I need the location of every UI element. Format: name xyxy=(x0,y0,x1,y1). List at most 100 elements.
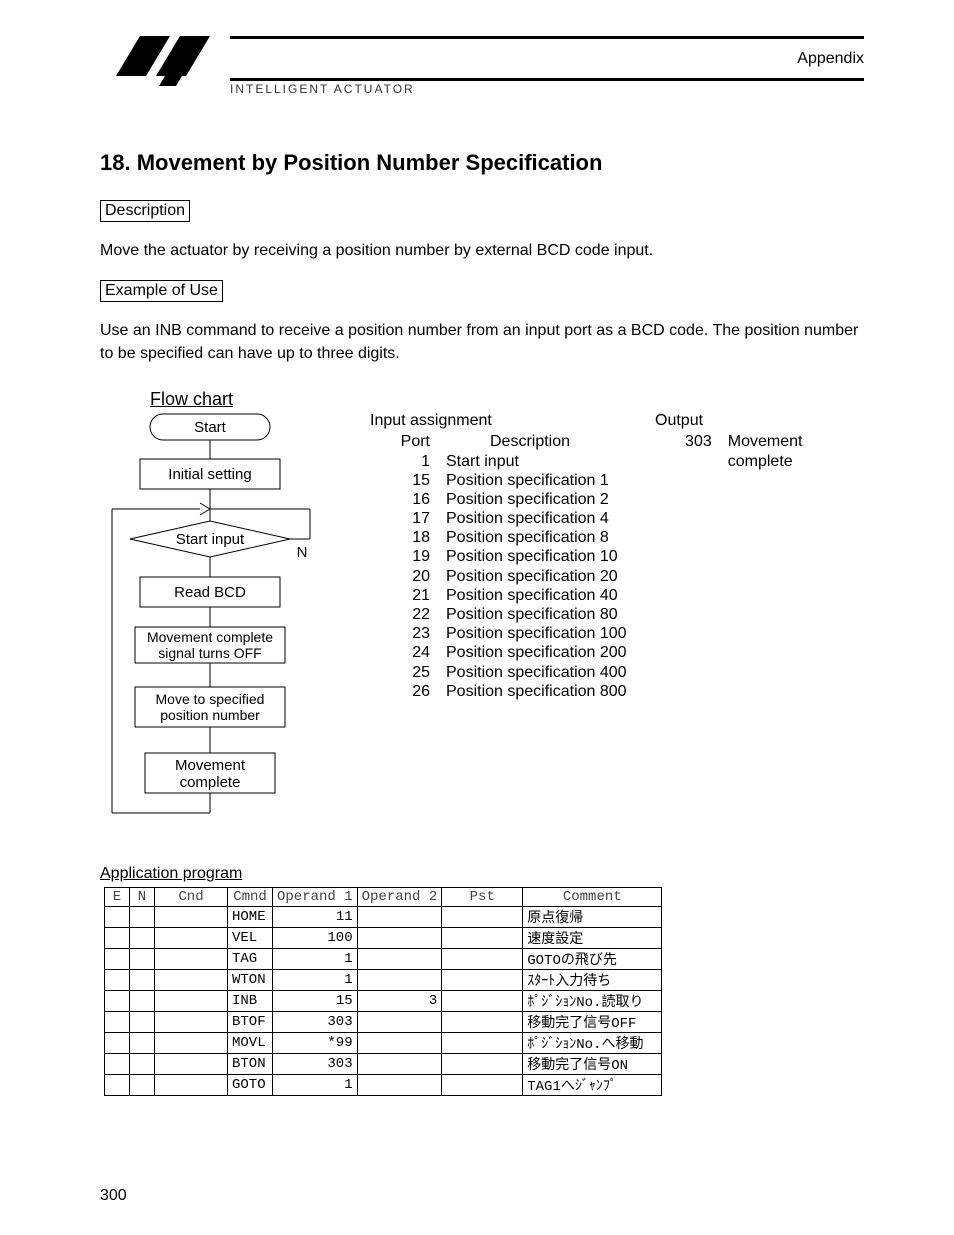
table-header: Operand 2 xyxy=(357,888,442,907)
cell-comment: GOTOの飛び先 xyxy=(523,949,662,970)
table-header: Operand 1 xyxy=(273,888,358,907)
input-row: 19Position specification 10 xyxy=(370,547,627,566)
input-row: 23Position specification 100 xyxy=(370,624,627,643)
cell-op2 xyxy=(357,949,442,970)
input-desc: Position specification 40 xyxy=(446,586,618,605)
input-desc: Position specification 100 xyxy=(446,624,627,643)
flow-node-off-l2: signal turns OFF xyxy=(158,645,261,661)
cell-op2 xyxy=(357,907,442,928)
output-assignment: Output 303Movement complete xyxy=(655,411,864,471)
flow-node-done-l1: Movement xyxy=(175,757,246,774)
page-number: 300 xyxy=(100,1187,127,1205)
cell-op2 xyxy=(357,1054,442,1075)
cell-comment: 速度設定 xyxy=(523,928,662,949)
cell-cmd: BTON xyxy=(228,1054,273,1075)
input-port: 22 xyxy=(370,605,446,624)
cell-op1: 303 xyxy=(273,1054,358,1075)
flow-branch-n: N xyxy=(297,544,308,561)
cell-pst xyxy=(442,1075,523,1096)
header-rule-top xyxy=(230,36,864,39)
input-row: 25Position specification 400 xyxy=(370,663,627,682)
output-port: 303 xyxy=(655,432,728,470)
table-header: Pst xyxy=(442,888,523,907)
table-row: BTON303移動完了信号ON xyxy=(105,1054,662,1075)
flow-node-readbcd: Read BCD xyxy=(174,584,246,601)
flow-node-move-l1: Move to specified xyxy=(156,691,265,707)
input-row: 18Position specification 8 xyxy=(370,528,627,547)
appendix-label: Appendix xyxy=(797,50,864,68)
input-port: 19 xyxy=(370,547,446,566)
input-desc: Position specification 400 xyxy=(446,663,627,682)
input-port-h: Port xyxy=(370,432,446,451)
cell-pst xyxy=(442,1054,523,1075)
cell-pst xyxy=(442,1012,523,1033)
cell-op1: 11 xyxy=(273,907,358,928)
cell-comment: ﾎﾟｼﾞｼｮﾝNo.へ移動 xyxy=(523,1033,662,1054)
table-row: WTON1ｽﾀｰﾄ入力待ち xyxy=(105,970,662,991)
input-desc: Position specification 4 xyxy=(446,509,609,528)
input-port: 21 xyxy=(370,586,446,605)
input-port: 18 xyxy=(370,528,446,547)
flow-node-start-input: Start input xyxy=(176,531,245,548)
flowchart: Start Initial setting Start input N Read… xyxy=(100,409,340,859)
input-desc: Position specification 800 xyxy=(446,682,627,701)
output-desc: Movement complete xyxy=(728,432,864,470)
input-row: 22Position specification 80 xyxy=(370,605,627,624)
input-port: 20 xyxy=(370,567,446,586)
table-header: E xyxy=(105,888,130,907)
table-row: HOME11原点復帰 xyxy=(105,907,662,928)
cell-cmd: TAG xyxy=(228,949,273,970)
input-desc-h: Description xyxy=(446,432,570,451)
cell-op1: 1 xyxy=(273,949,358,970)
cell-pst xyxy=(442,1033,523,1054)
application-program-heading: Application program xyxy=(100,865,864,883)
cell-pst xyxy=(442,907,523,928)
input-row: 26Position specification 800 xyxy=(370,682,627,701)
table-row: VEL100速度設定 xyxy=(105,928,662,949)
input-row: 17Position specification 4 xyxy=(370,509,627,528)
cell-op2 xyxy=(357,1075,442,1096)
cell-cmd: VEL xyxy=(228,928,273,949)
flowchart-title: Flow chart xyxy=(150,389,233,410)
cell-cmd: BTOF xyxy=(228,1012,273,1033)
output-heading: Output xyxy=(655,411,864,430)
cell-pst xyxy=(442,991,523,1012)
input-desc: Position specification 1 xyxy=(446,471,609,490)
logo-icon xyxy=(110,30,220,93)
input-port: 16 xyxy=(370,490,446,509)
flow-node-done-l2: complete xyxy=(180,774,241,791)
cell-op1: 15 xyxy=(273,991,358,1012)
cell-op1: 1 xyxy=(273,970,358,991)
subtitle-line xyxy=(230,80,400,81)
input-row: 20Position specification 20 xyxy=(370,567,627,586)
input-assignment: Input assignment Port Description 1Start… xyxy=(370,411,627,701)
cell-op1: 303 xyxy=(273,1012,358,1033)
input-port: 26 xyxy=(370,682,446,701)
cell-pst xyxy=(442,928,523,949)
table-header: Cmnd xyxy=(228,888,273,907)
input-desc: Position specification 10 xyxy=(446,547,618,566)
input-row: 1Start input xyxy=(370,452,627,471)
input-port: 23 xyxy=(370,624,446,643)
input-row: 21Position specification 40 xyxy=(370,586,627,605)
example-text: Use an INB command to receive a position… xyxy=(100,320,864,365)
cell-cmd: MOVL xyxy=(228,1033,273,1054)
input-port: 24 xyxy=(370,643,446,662)
cell-op2 xyxy=(357,1012,442,1033)
cell-op1: *99 xyxy=(273,1033,358,1054)
cell-op1: 1 xyxy=(273,1075,358,1096)
table-row: INB153ﾎﾟｼﾞｼｮﾝNo.読取り xyxy=(105,991,662,1012)
cell-comment: ｽﾀｰﾄ入力待ち xyxy=(523,970,662,991)
cell-cmd: INB xyxy=(228,991,273,1012)
input-row: 16Position specification 2 xyxy=(370,490,627,509)
flow-node-off-l1: Movement complete xyxy=(147,629,273,645)
input-desc: Position specification 2 xyxy=(446,490,609,509)
brand-subtitle: INTELLIGENT ACTUATOR xyxy=(230,82,415,96)
cell-comment: ﾎﾟｼﾞｼｮﾝNo.読取り xyxy=(523,991,662,1012)
flow-node-start: Start xyxy=(194,419,227,436)
input-desc: Position specification 8 xyxy=(446,528,609,547)
cell-comment: 原点復帰 xyxy=(523,907,662,928)
cell-cmd: GOTO xyxy=(228,1075,273,1096)
input-row: 24Position specification 200 xyxy=(370,643,627,662)
output-row: 303Movement complete xyxy=(655,432,864,470)
